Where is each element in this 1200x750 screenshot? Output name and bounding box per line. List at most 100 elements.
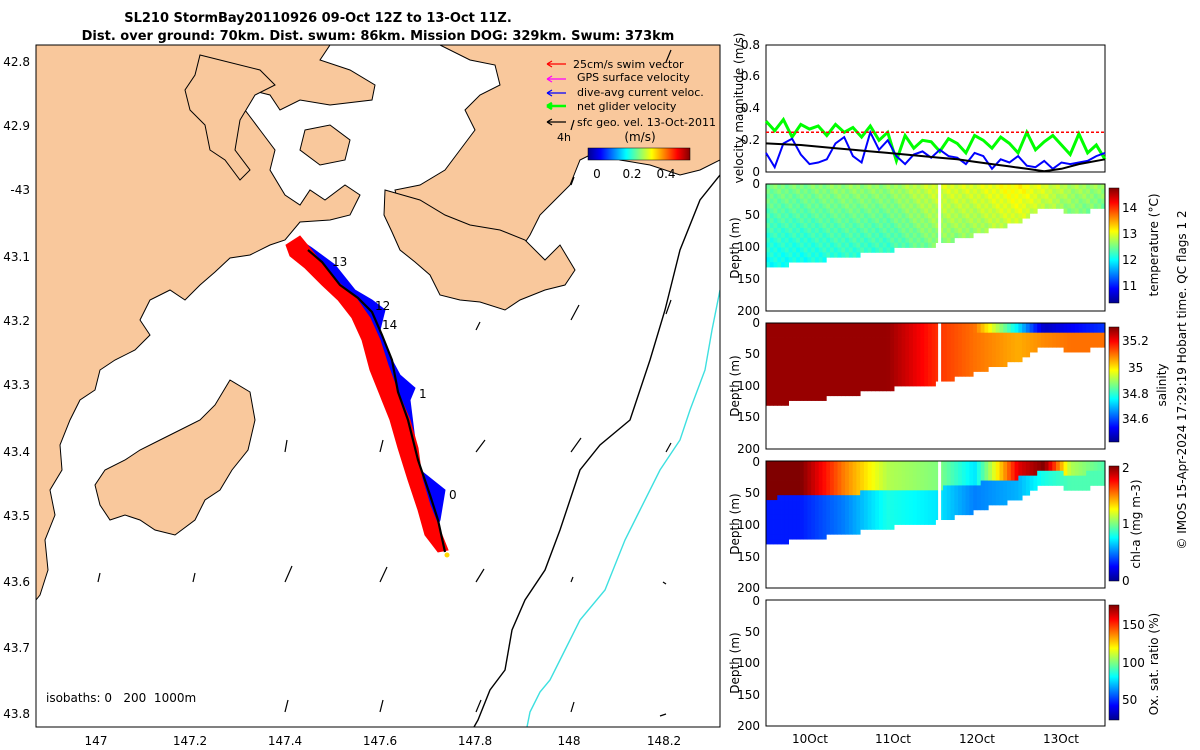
sal-cell	[999, 361, 1004, 368]
sal-cell	[807, 361, 812, 368]
sal-cell	[769, 337, 774, 343]
temp-cell	[897, 223, 902, 229]
sal-cell	[773, 390, 778, 397]
sal-cell	[1063, 337, 1068, 343]
chl-cell	[1040, 461, 1046, 467]
temp-cell	[950, 218, 955, 224]
chl-cell	[912, 519, 918, 525]
chl-cell	[803, 495, 808, 501]
sal-cell	[1007, 347, 1012, 353]
chl-cell	[916, 465, 921, 472]
speed-colorbar-tick: 0.4	[656, 167, 675, 181]
temp-cell	[943, 188, 948, 195]
chl-cell	[1003, 470, 1008, 477]
sal-cell	[784, 395, 789, 401]
temp-cell	[958, 227, 963, 234]
salinity-cbar-label: salinity	[1155, 363, 1169, 406]
temp-cell	[988, 198, 993, 204]
sal-cell	[803, 356, 808, 363]
temp-cell	[1014, 198, 1019, 204]
chl-cell	[769, 514, 774, 521]
temp-cell	[803, 232, 808, 239]
chl-cell	[871, 465, 876, 472]
chl-cell	[927, 504, 933, 511]
temp-cell	[852, 213, 857, 219]
chl-cell	[946, 504, 951, 511]
sal-cell	[1086, 342, 1091, 348]
temp-cell	[784, 203, 789, 209]
map-legend[interactable]: 25cm/s swim vector GPS surface velocity …	[546, 58, 716, 181]
chl-cell	[796, 504, 801, 511]
temp-cell	[833, 203, 838, 209]
temperature-cbar-tick: 13	[1122, 227, 1137, 241]
temp-cell	[1025, 198, 1031, 204]
chl-cell	[973, 465, 978, 472]
chl-cell	[920, 480, 925, 486]
temp-cell	[1029, 188, 1034, 195]
sal-cell	[1033, 332, 1038, 338]
chl-cell	[909, 514, 914, 521]
chla-ytick: 100	[737, 518, 760, 532]
chl-cell	[1082, 461, 1087, 467]
temp-cell	[905, 223, 910, 229]
temp-cell	[845, 218, 850, 224]
chl-cell	[860, 519, 865, 525]
sal-cell	[973, 366, 978, 372]
temp-cell	[931, 218, 936, 224]
chl-cell	[856, 470, 861, 477]
chl-cell	[856, 495, 861, 501]
chl-cell	[845, 490, 850, 496]
chl-cell	[867, 461, 872, 467]
temp-cell	[1101, 188, 1106, 195]
temp-cell	[856, 223, 861, 229]
sal-cell	[969, 323, 974, 329]
sal-cell	[950, 342, 955, 348]
temp-cell	[822, 223, 827, 229]
sal-cell	[837, 347, 842, 353]
temp-cell	[781, 252, 786, 258]
sal-cell	[856, 356, 861, 363]
sal-cell	[1033, 327, 1038, 334]
legend-item-net: net glider velocity	[546, 100, 677, 113]
chl-cell	[788, 465, 793, 472]
temp-cell	[950, 232, 955, 239]
temp-cell	[905, 203, 910, 209]
chl-cell	[1101, 475, 1106, 481]
sal-cell	[890, 366, 895, 372]
temp-cell	[796, 252, 801, 258]
sal-cell	[818, 332, 823, 338]
chl-cell	[773, 480, 778, 486]
chl-cell	[894, 475, 899, 481]
chl-cell	[852, 465, 857, 472]
sal-cell	[766, 323, 771, 329]
temp-cell	[818, 232, 823, 239]
sal-cell	[826, 337, 831, 343]
sal-cell	[845, 390, 850, 397]
temp-cell	[879, 203, 884, 209]
chl-cell	[916, 470, 921, 477]
chl-cell	[781, 524, 786, 530]
chl-cell	[897, 509, 902, 516]
chl-cell	[773, 465, 778, 472]
temp-cell	[973, 213, 978, 219]
sal-cell	[863, 352, 869, 358]
chl-cell	[826, 475, 831, 481]
sal-cell	[1059, 337, 1064, 343]
sal-cell	[1025, 352, 1031, 358]
sal-cell	[773, 327, 778, 334]
chl-cell	[818, 480, 823, 486]
chl-cell	[807, 529, 812, 535]
sal-cell	[1052, 342, 1057, 348]
chl-cell	[939, 480, 944, 486]
chl-cell	[1040, 470, 1046, 477]
temp-cell	[1033, 193, 1038, 200]
chl-cell	[841, 461, 846, 467]
temp-cell	[856, 193, 861, 200]
sal-cell	[777, 356, 782, 363]
temp-cell	[863, 227, 869, 234]
oxygen-ytick: 150	[737, 688, 760, 702]
temp-cell	[894, 232, 899, 239]
sal-cell	[826, 342, 831, 348]
temp-cell	[818, 213, 823, 219]
temp-cell	[769, 257, 774, 263]
